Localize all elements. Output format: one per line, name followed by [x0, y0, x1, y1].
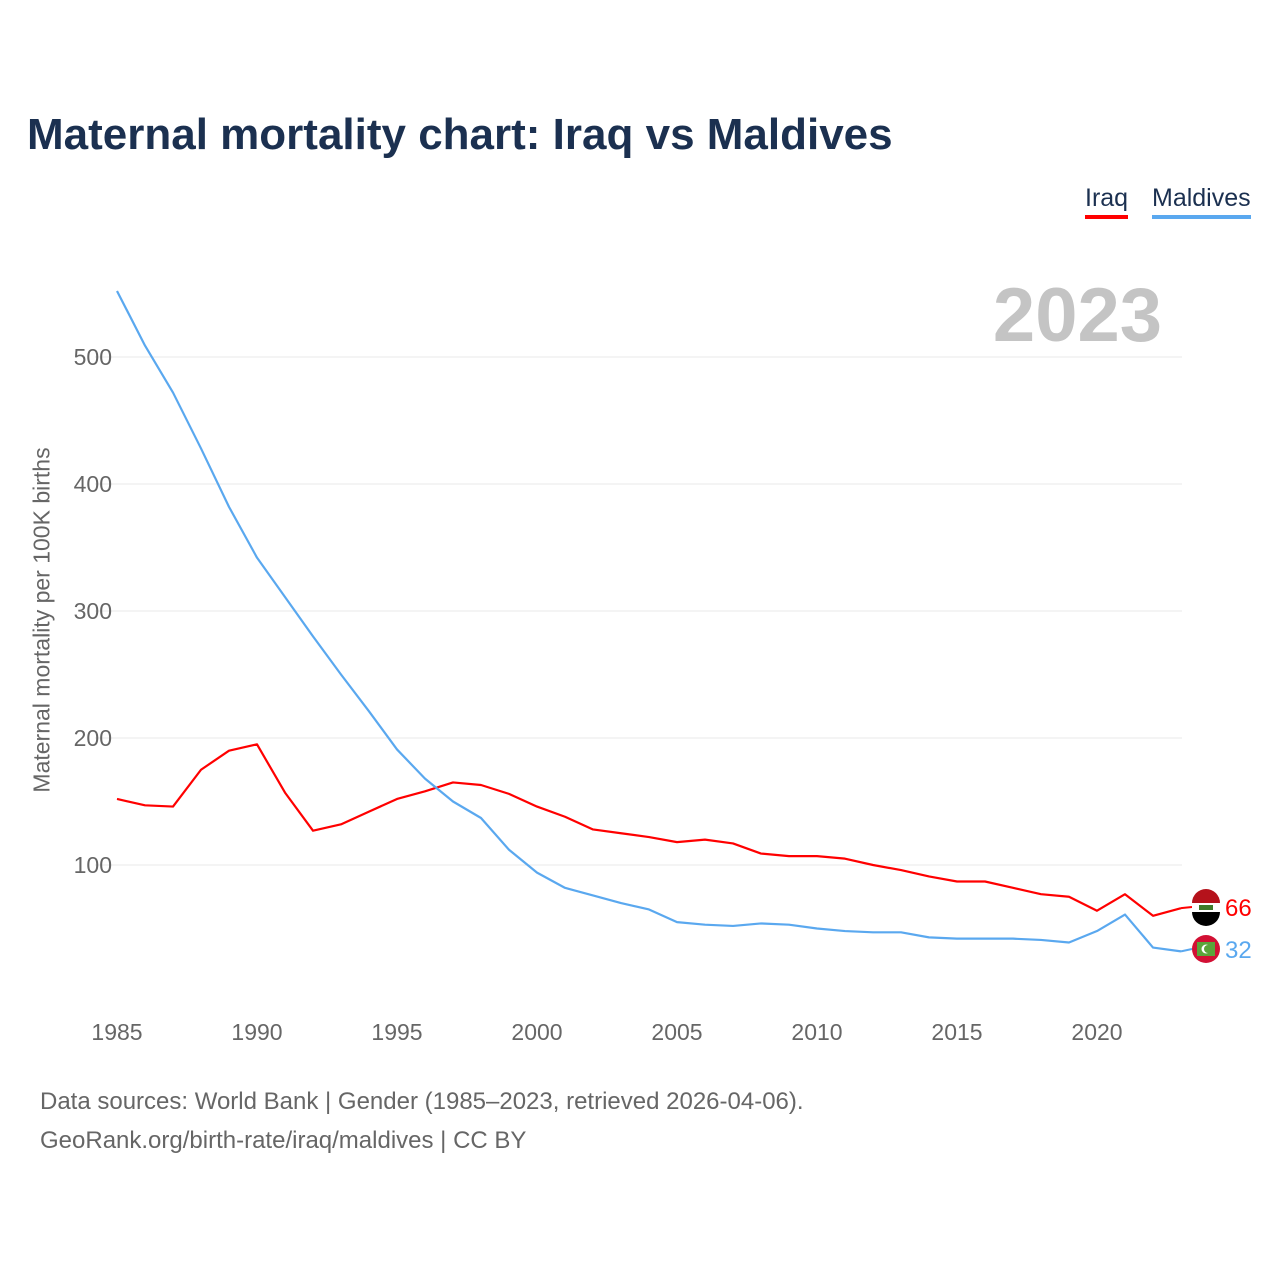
series-line-iraq — [116, 743, 1182, 917]
iraq-flag-black — [1192, 912, 1220, 926]
year-display: 2023 — [992, 273, 1162, 358]
iraq-flag-script — [1199, 905, 1213, 910]
end-connector — [1180, 906, 1193, 910]
x-tick-label: 2000 — [511, 1019, 562, 1045]
chart-title: Maternal mortality chart: Iraq vs Maldiv… — [27, 110, 893, 159]
end-value-label: 32 — [1225, 937, 1252, 964]
legend-maldives[interactable]: Maldives — [1152, 184, 1251, 219]
y-tick-label: 300 — [74, 598, 112, 624]
end-value-label: 66 — [1225, 895, 1252, 922]
series-line-maldives — [116, 290, 1182, 953]
y-tick-label: 100 — [74, 852, 112, 878]
x-tick-label: 2020 — [1071, 1019, 1122, 1045]
footer-link[interactable]: GeoRank.org/birth-rate/iraq/maldives | C… — [40, 1127, 527, 1154]
end-connector — [1180, 948, 1193, 953]
x-tick-label: 1990 — [231, 1019, 282, 1045]
legend-iraq[interactable]: Iraq — [1085, 184, 1129, 219]
x-tick-label: 2005 — [651, 1019, 702, 1045]
footer-sources: Data sources: World Bank | Gender (1985–… — [40, 1088, 804, 1115]
x-tick-label: 2010 — [791, 1019, 842, 1045]
x-tick-label: 1995 — [371, 1019, 422, 1045]
iraq-flag-red — [1192, 889, 1220, 903]
maldives-flag-crescent-cut — [1204, 945, 1212, 953]
x-tick-label: 2015 — [931, 1019, 982, 1045]
x-tick-label: 1985 — [91, 1019, 142, 1045]
y-tick-label: 400 — [74, 471, 112, 497]
y-tick-label: 500 — [74, 344, 112, 370]
y-tick-label: 200 — [74, 725, 112, 751]
